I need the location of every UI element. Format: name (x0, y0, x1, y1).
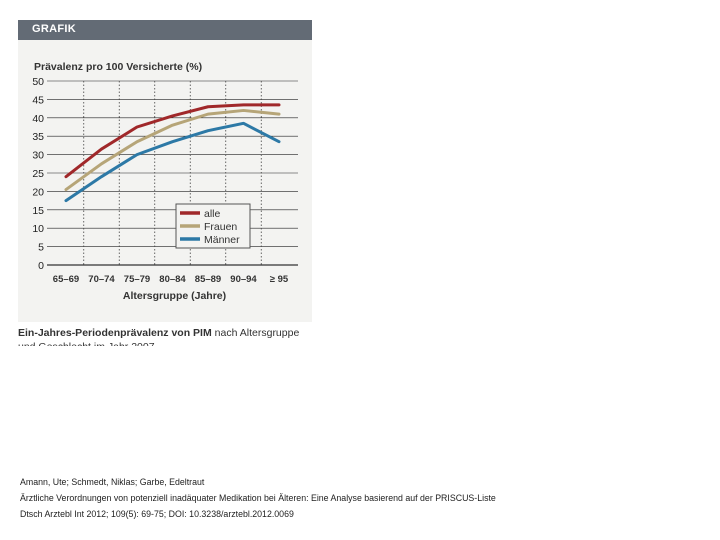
legend-label-alle: alle (204, 208, 221, 220)
series-line-frauen (64, 108, 281, 192)
x-tick-label: 70–74 (88, 274, 115, 285)
series-line-alle (64, 103, 281, 179)
figure-header-bar: GRAFIK (18, 20, 312, 40)
x-axis-title: Altersgruppe (Jahre) (123, 290, 226, 302)
x-tick-label: 65–69 (53, 274, 79, 285)
chart-panel (18, 20, 312, 322)
y-tick-label: 45 (32, 94, 44, 106)
legend-label-männer: Männer (204, 234, 240, 246)
citation: Amann, Ute; Schmedt, Niklas; Garbe, Edel… (20, 475, 496, 522)
citation-title: Ärztliche Verordnungen von potenziell in… (20, 492, 496, 503)
y-tick-label: 50 (32, 76, 44, 88)
citation-reference: Dtsch Arztebl Int 2012; 109(5): 69-75; D… (20, 508, 294, 519)
citation-authors: Amann, Ute; Schmedt, Niklas; Garbe, Edel… (20, 477, 205, 487)
y-tick-label: 15 (32, 205, 44, 217)
figure: GRAFIK 0 5 10 15 20 25 30 35 40 45 50 65–69 70–74 75–… (18, 20, 312, 346)
y-tick-label: 35 (32, 131, 44, 143)
y-tick-label: 0 (38, 260, 44, 272)
figure-header-label: GRAFIK (32, 23, 76, 35)
line-chart: 0 5 10 15 20 25 30 35 40 45 50 65–69 70–74 75–79 80–84… (32, 61, 298, 302)
x-tick-label: 75–79 (124, 274, 150, 285)
series-line-männer (64, 121, 281, 203)
y-tick-label: 40 (32, 113, 44, 125)
figure-caption: Ein-Jahres-Periodenprävalenz von PIM nac… (18, 326, 312, 346)
caption-bold: Ein-Jahres-Periodenprävalenz von PIM (18, 327, 212, 339)
y-tick-label: 30 (32, 150, 44, 162)
y-tick-label: 20 (32, 186, 44, 198)
x-tick-label: 90–94 (230, 274, 257, 285)
y-tick-label: 25 (32, 168, 44, 180)
chart-title: Prävalenz pro 100 Versicherte (%) (34, 61, 202, 73)
x-tick-label: ≥ 95 (270, 274, 289, 285)
x-tick-label: 80–84 (159, 274, 186, 285)
y-tick-label: 5 (38, 242, 44, 254)
x-tick-label: 85–89 (195, 274, 221, 285)
caption-rest: nach Altersgruppe und Geschlecht im Jahr… (18, 327, 300, 346)
y-tick-label: 10 (32, 223, 44, 235)
legend-label-frauen: Frauen (204, 221, 237, 233)
